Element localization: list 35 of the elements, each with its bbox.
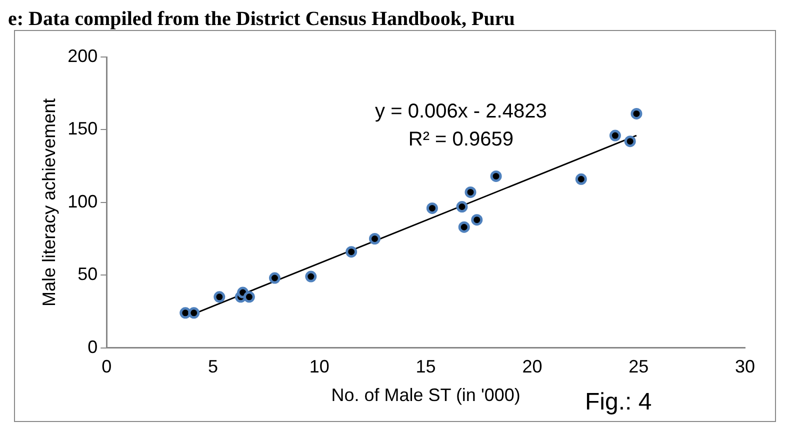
point [624, 136, 636, 148]
x-tick-label: 30 [734, 356, 756, 377]
y-tick-label: 50 [78, 264, 98, 284]
point [346, 246, 358, 258]
point [575, 173, 587, 185]
point [305, 270, 317, 282]
point [609, 130, 621, 142]
y-tick-label: 0 [88, 336, 98, 357]
x-tick-label: 20 [522, 356, 542, 377]
point [243, 291, 255, 303]
x-tick-label: 15 [416, 356, 436, 377]
point [490, 170, 502, 182]
point [630, 108, 642, 120]
point [426, 202, 438, 214]
chart-title: e: Data compiled from the District Census Handbook, Puru [8, 8, 516, 30]
point [456, 201, 468, 213]
point [464, 186, 476, 198]
point [188, 307, 200, 319]
point [458, 221, 470, 233]
text: Fig.: 4 [585, 388, 652, 416]
point [471, 214, 483, 226]
x-tick-label: 5 [208, 356, 218, 377]
annotation: y = 0.006x - 2.4823 [375, 100, 547, 123]
point [214, 291, 226, 303]
y-axis-title: Male literacy achievement [38, 98, 59, 306]
x-tick-label: 25 [628, 356, 649, 377]
annotation: R² = 0.9659 [408, 128, 514, 151]
x-axis-title: No. of Male ST (in '000) [331, 385, 520, 406]
point [268, 272, 280, 284]
y-tick-label: 100 [68, 191, 98, 212]
x-tick-label: 0 [102, 356, 112, 377]
y-tick-label: 150 [68, 118, 98, 139]
y-tick-label: 200 [68, 46, 98, 66]
point [368, 233, 380, 244]
x-tick-label: 10 [309, 356, 330, 377]
